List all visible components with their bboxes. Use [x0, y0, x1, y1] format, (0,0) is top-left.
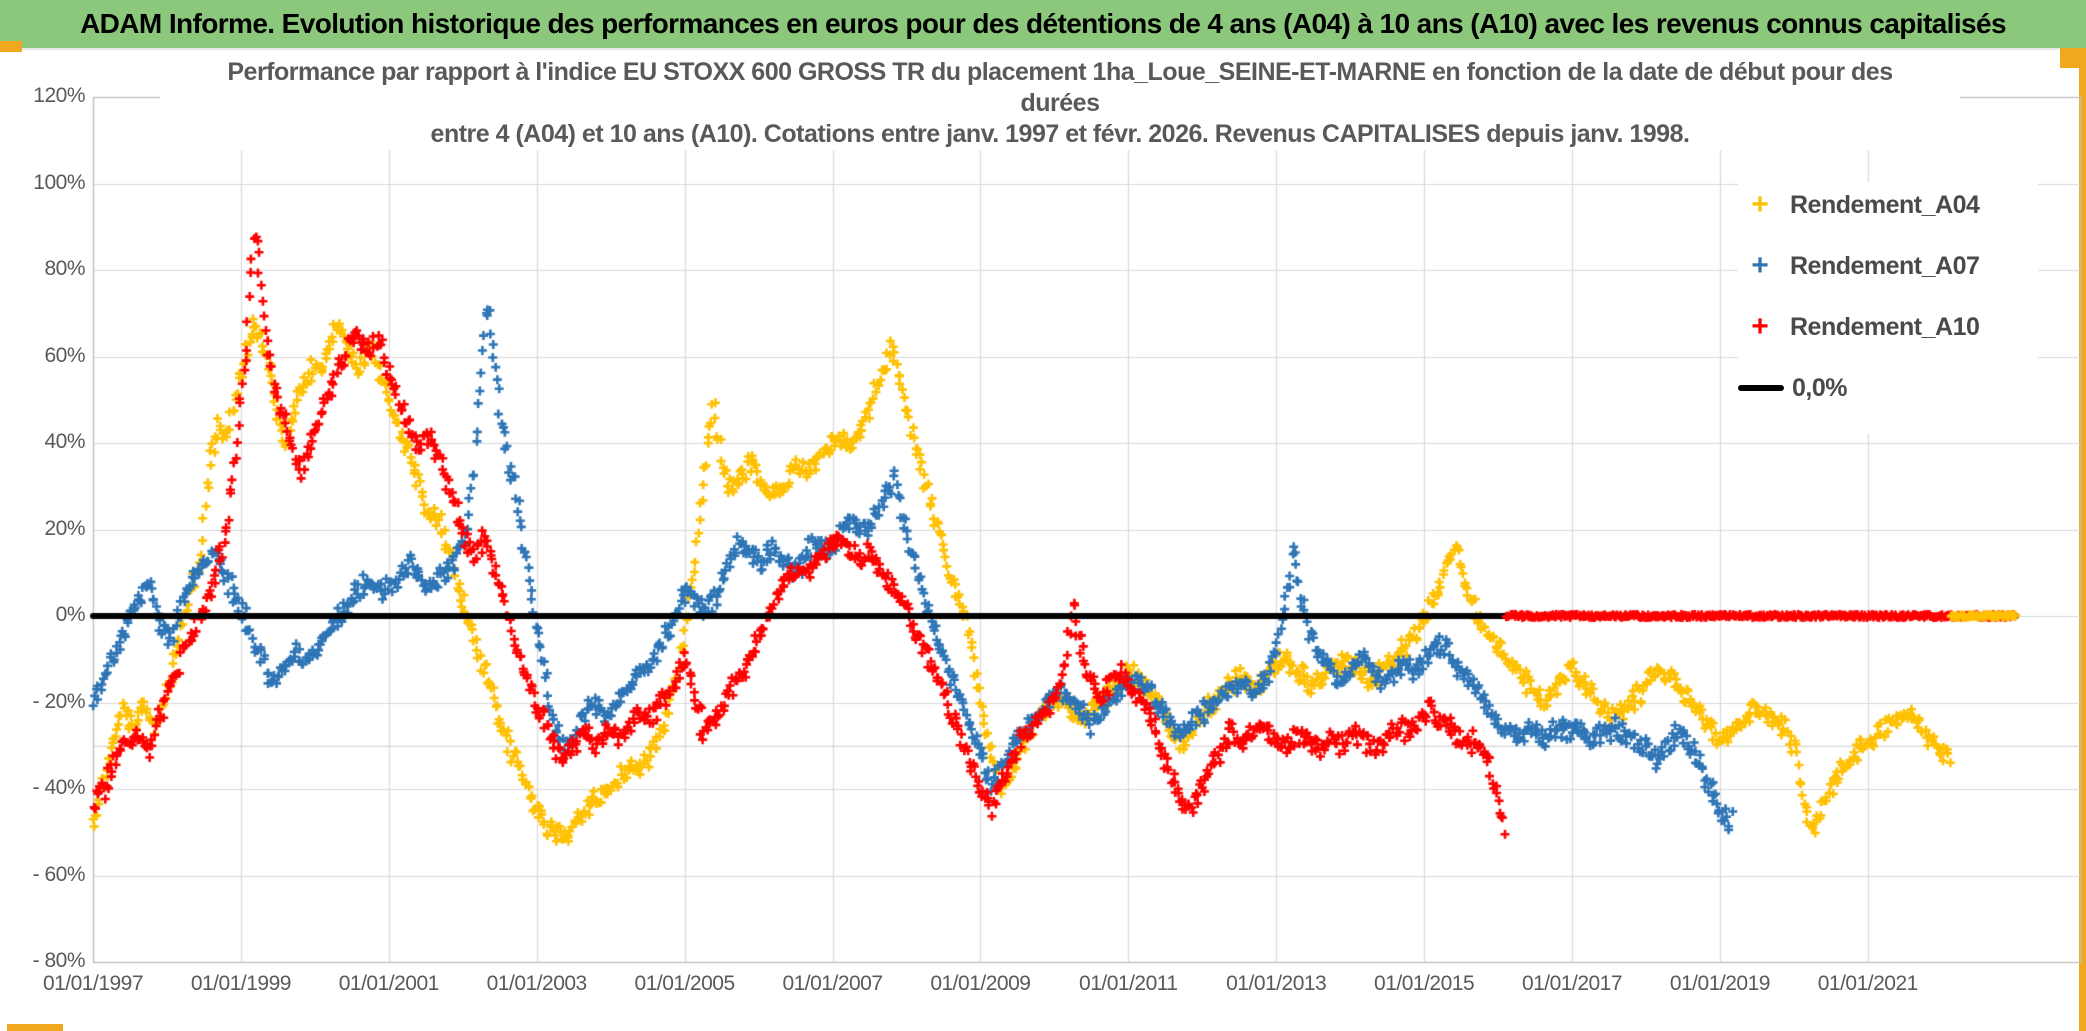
- y-tick-label: 60%: [44, 343, 85, 367]
- x-tick-label: 01/01/2011: [1079, 972, 1178, 995]
- legend: + Rendement_A04 + Rendement_A07 + Rendement_A…: [1738, 182, 2038, 434]
- chart-title-line-2: durées: [1020, 89, 1100, 117]
- legend-label: Rendement_A07: [1790, 251, 1980, 280]
- y-tick-label: 80%: [44, 257, 85, 280]
- y-tick-label: 120%: [33, 84, 85, 107]
- legend-item-rendement-a10[interactable]: + Rendement_A10: [1738, 308, 2038, 346]
- x-tick-label: 01/01/2003: [486, 972, 588, 995]
- x-tick-label: 01/01/2009: [930, 972, 1031, 995]
- line-swatch-icon: [1738, 385, 1784, 391]
- x-tick-label: 01/01/2017: [1521, 972, 1623, 995]
- x-tick-label: 01/01/2013: [1226, 972, 1327, 995]
- chart-title-line-3: entre 4 (A04) et 10 ans (A10). Cotations…: [430, 120, 1690, 148]
- x-tick-label: 01/01/1999: [190, 972, 292, 995]
- y-tick-label: 20%: [44, 516, 85, 540]
- x-tick-label: 01/01/2001: [338, 972, 440, 995]
- chart-title: Performance par rapport à l'indice EU ST…: [160, 57, 1960, 150]
- plus-marker-icon: +: [1751, 188, 1769, 221]
- y-tick-label: - 20%: [32, 689, 86, 713]
- y-tick-label: 100%: [33, 170, 85, 194]
- plus-marker-icon: +: [1751, 249, 1769, 282]
- plus-marker-icon: +: [1751, 310, 1769, 343]
- x-tick-label: 01/01/2015: [1374, 972, 1475, 995]
- x-tick-label: 01/01/2005: [634, 972, 736, 995]
- legend-label: 0,0%: [1792, 373, 1847, 402]
- legend-label: Rendement_A10: [1790, 312, 1980, 341]
- legend-item-rendement-a07[interactable]: + Rendement_A07: [1738, 247, 2038, 285]
- legend-item-rendement-a04[interactable]: + Rendement_A04: [1738, 186, 2038, 224]
- x-tick-label: 01/01/1997: [42, 972, 144, 995]
- x-tick-label: 01/01/2019: [1669, 972, 1771, 995]
- y-tick-label: - 60%: [32, 862, 86, 886]
- y-tick-label: 0%: [55, 603, 86, 626]
- y-tick-label: 40%: [44, 430, 85, 453]
- x-tick-label: 01/01/2021: [1817, 972, 1919, 995]
- legend-label: Rendement_A04: [1790, 190, 1980, 219]
- legend-item-0-0-[interactable]: 0,0%: [1738, 369, 2038, 407]
- y-tick-label: - 40%: [32, 776, 86, 799]
- y-tick-label: - 80%: [32, 949, 86, 972]
- chart-title-line-1: Performance par rapport à l'indice EU ST…: [227, 58, 1893, 86]
- x-tick-label: 01/01/2007: [782, 972, 883, 995]
